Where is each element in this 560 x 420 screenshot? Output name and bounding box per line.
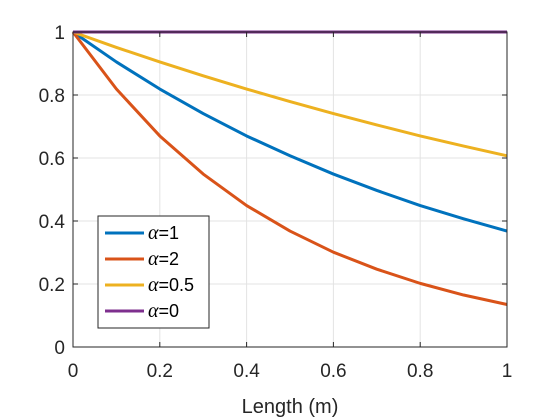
legend-entry-label: α=0 — [148, 300, 179, 322]
legend-entry-label: α=0.5 — [148, 274, 194, 296]
legend-alpha-symbol: α — [148, 300, 159, 322]
x-tick-label: 0.6 — [320, 361, 346, 382]
legend-value: =1 — [159, 223, 180, 243]
y-tick-labels: 0 0.2 0.4 0.6 0.8 1 — [39, 23, 66, 359]
x-tick-label: 0 — [68, 361, 79, 382]
y-tick-label: 1 — [54, 23, 65, 44]
legend-alpha-symbol: α — [148, 248, 159, 270]
y-tick-label: 0 — [54, 338, 65, 359]
series-line — [71, 31, 508, 306]
legend-entry-label: α=2 — [148, 248, 179, 270]
y-tick-label: 0.8 — [39, 86, 65, 107]
legend-alpha-symbol: α — [148, 274, 159, 296]
legend-entry-label: α=1 — [148, 222, 179, 244]
series-line — [72, 30, 508, 158]
axis-ticks — [72, 31, 508, 348]
x-tick-label: 0.2 — [147, 361, 173, 382]
x-tick-label: 0.8 — [407, 361, 433, 382]
series-line — [72, 30, 508, 233]
legend-value: =0 — [159, 301, 180, 321]
axes-box — [72, 31, 508, 348]
legend-box — [97, 215, 210, 329]
legend-alpha-symbol: α — [148, 222, 159, 244]
x-tick-label: 1 — [502, 361, 513, 382]
y-tick-label: 0.6 — [39, 149, 65, 170]
y-tick-label: 0.4 — [39, 212, 66, 233]
x-axis-label: Length (m) — [242, 396, 339, 418]
y-tick-label: 0.2 — [39, 275, 65, 296]
x-tick-labels: 0 0.2 0.4 0.6 0.8 1 — [68, 361, 513, 382]
x-tick-label: 0.4 — [233, 361, 260, 382]
legend: α=1α=2α=0.5α=0 — [97, 215, 210, 329]
legend-value: =2 — [159, 249, 180, 269]
legend-value: =0.5 — [159, 275, 195, 295]
